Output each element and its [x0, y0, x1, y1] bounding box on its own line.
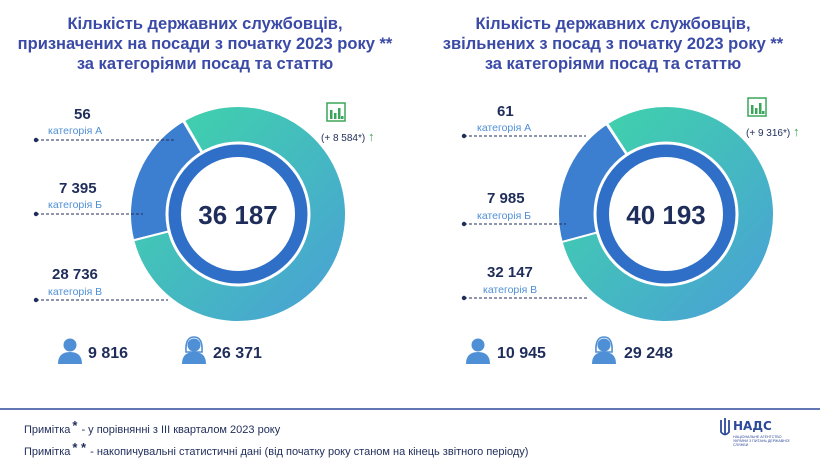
note-label: Примітка: [24, 424, 71, 436]
right-cat-v-value: 32 147: [487, 264, 533, 281]
male-person-icon: [58, 338, 82, 364]
logo-subtitle: НАЦІОНАЛЬНЕ АГЕНТСТВО УКРАЇНИ З ПИТАНЬ Д…: [733, 435, 790, 448]
left-change-text: (+ 8 584*): [321, 133, 366, 144]
arrow-up-icon: ↑: [792, 124, 800, 139]
chart-title-dismissed: Кількість державних службовців, звільнен…: [418, 14, 808, 74]
logo-name: НАДС: [733, 419, 772, 433]
note-mark: * *: [72, 440, 87, 455]
note-2: Примітка * * - накопичувальні статистичні …: [24, 440, 528, 458]
right-cat-v-label: категорія В: [483, 284, 538, 296]
left-total: 36 187: [198, 200, 278, 230]
trident-icon: [720, 418, 730, 436]
right-male-count: 10 945: [497, 345, 546, 362]
left-cat-v-label: категорія В: [48, 286, 103, 298]
left-cat-a-value: 56: [74, 106, 91, 123]
title-line: Кількість державних службовців,: [475, 15, 751, 33]
note-1: Примітка * - у порівнянні з ІІІ кварталом …: [24, 418, 280, 436]
title-line: призначених на посади з початку 2023 рок…: [17, 35, 393, 53]
note-text: - накопичувальні статистичні дані (від п…: [90, 446, 529, 458]
chart-title-appointed: Кількість державних службовців, призначе…: [10, 14, 400, 74]
right-female-count: 29 248: [624, 345, 673, 362]
left-cat-a-label: категорія А: [48, 125, 103, 137]
right-cat-b-label: категорія Б: [477, 210, 532, 222]
arrow-up-icon: ↑: [367, 129, 375, 144]
title-line: звільнених з посад з початку 2023 року *…: [442, 35, 784, 53]
left-male-count: 9 816: [88, 345, 129, 362]
female-person-icon: [182, 336, 206, 364]
right-inner-ring: [595, 143, 737, 285]
note-mark: *: [72, 418, 78, 433]
left-cat-b-label: категорія Б: [48, 199, 103, 211]
right-cat-b-value: 7 985: [487, 190, 525, 207]
male-person-icon: [466, 338, 490, 364]
right-change: (+ 9 316*) ↑: [746, 124, 799, 139]
bar-chart-icon: [747, 97, 767, 117]
bar-chart-icon: [326, 102, 346, 122]
right-total: 40 193: [626, 200, 706, 230]
female-person-icon: [592, 336, 616, 364]
left-ring-gap: [165, 141, 311, 287]
left-center-disc: [182, 158, 294, 270]
left-inner-ring: [167, 143, 309, 285]
right-ring-gap: [593, 141, 739, 287]
title-line: за категоріями посад та статтю: [76, 55, 334, 73]
right-change-text: (+ 9 316*): [746, 128, 791, 139]
right-cat-a-label: категорія А: [477, 122, 532, 134]
left-change: (+ 8 584*) ↑: [321, 129, 374, 144]
left-cat-b-value: 7 395: [59, 180, 97, 197]
note-label: Примітка: [24, 446, 71, 458]
left-female-count: 26 371: [213, 345, 262, 362]
note-text: - у порівнянні з ІІІ кварталом 2023 року: [81, 424, 281, 436]
title-line: за категоріями посад та статтю: [484, 55, 742, 73]
right-center-disc: [610, 158, 722, 270]
title-line: Кількість державних службовців,: [67, 15, 343, 33]
right-cat-a-value: 61: [497, 103, 514, 120]
left-cat-v-value: 28 736: [52, 266, 98, 283]
